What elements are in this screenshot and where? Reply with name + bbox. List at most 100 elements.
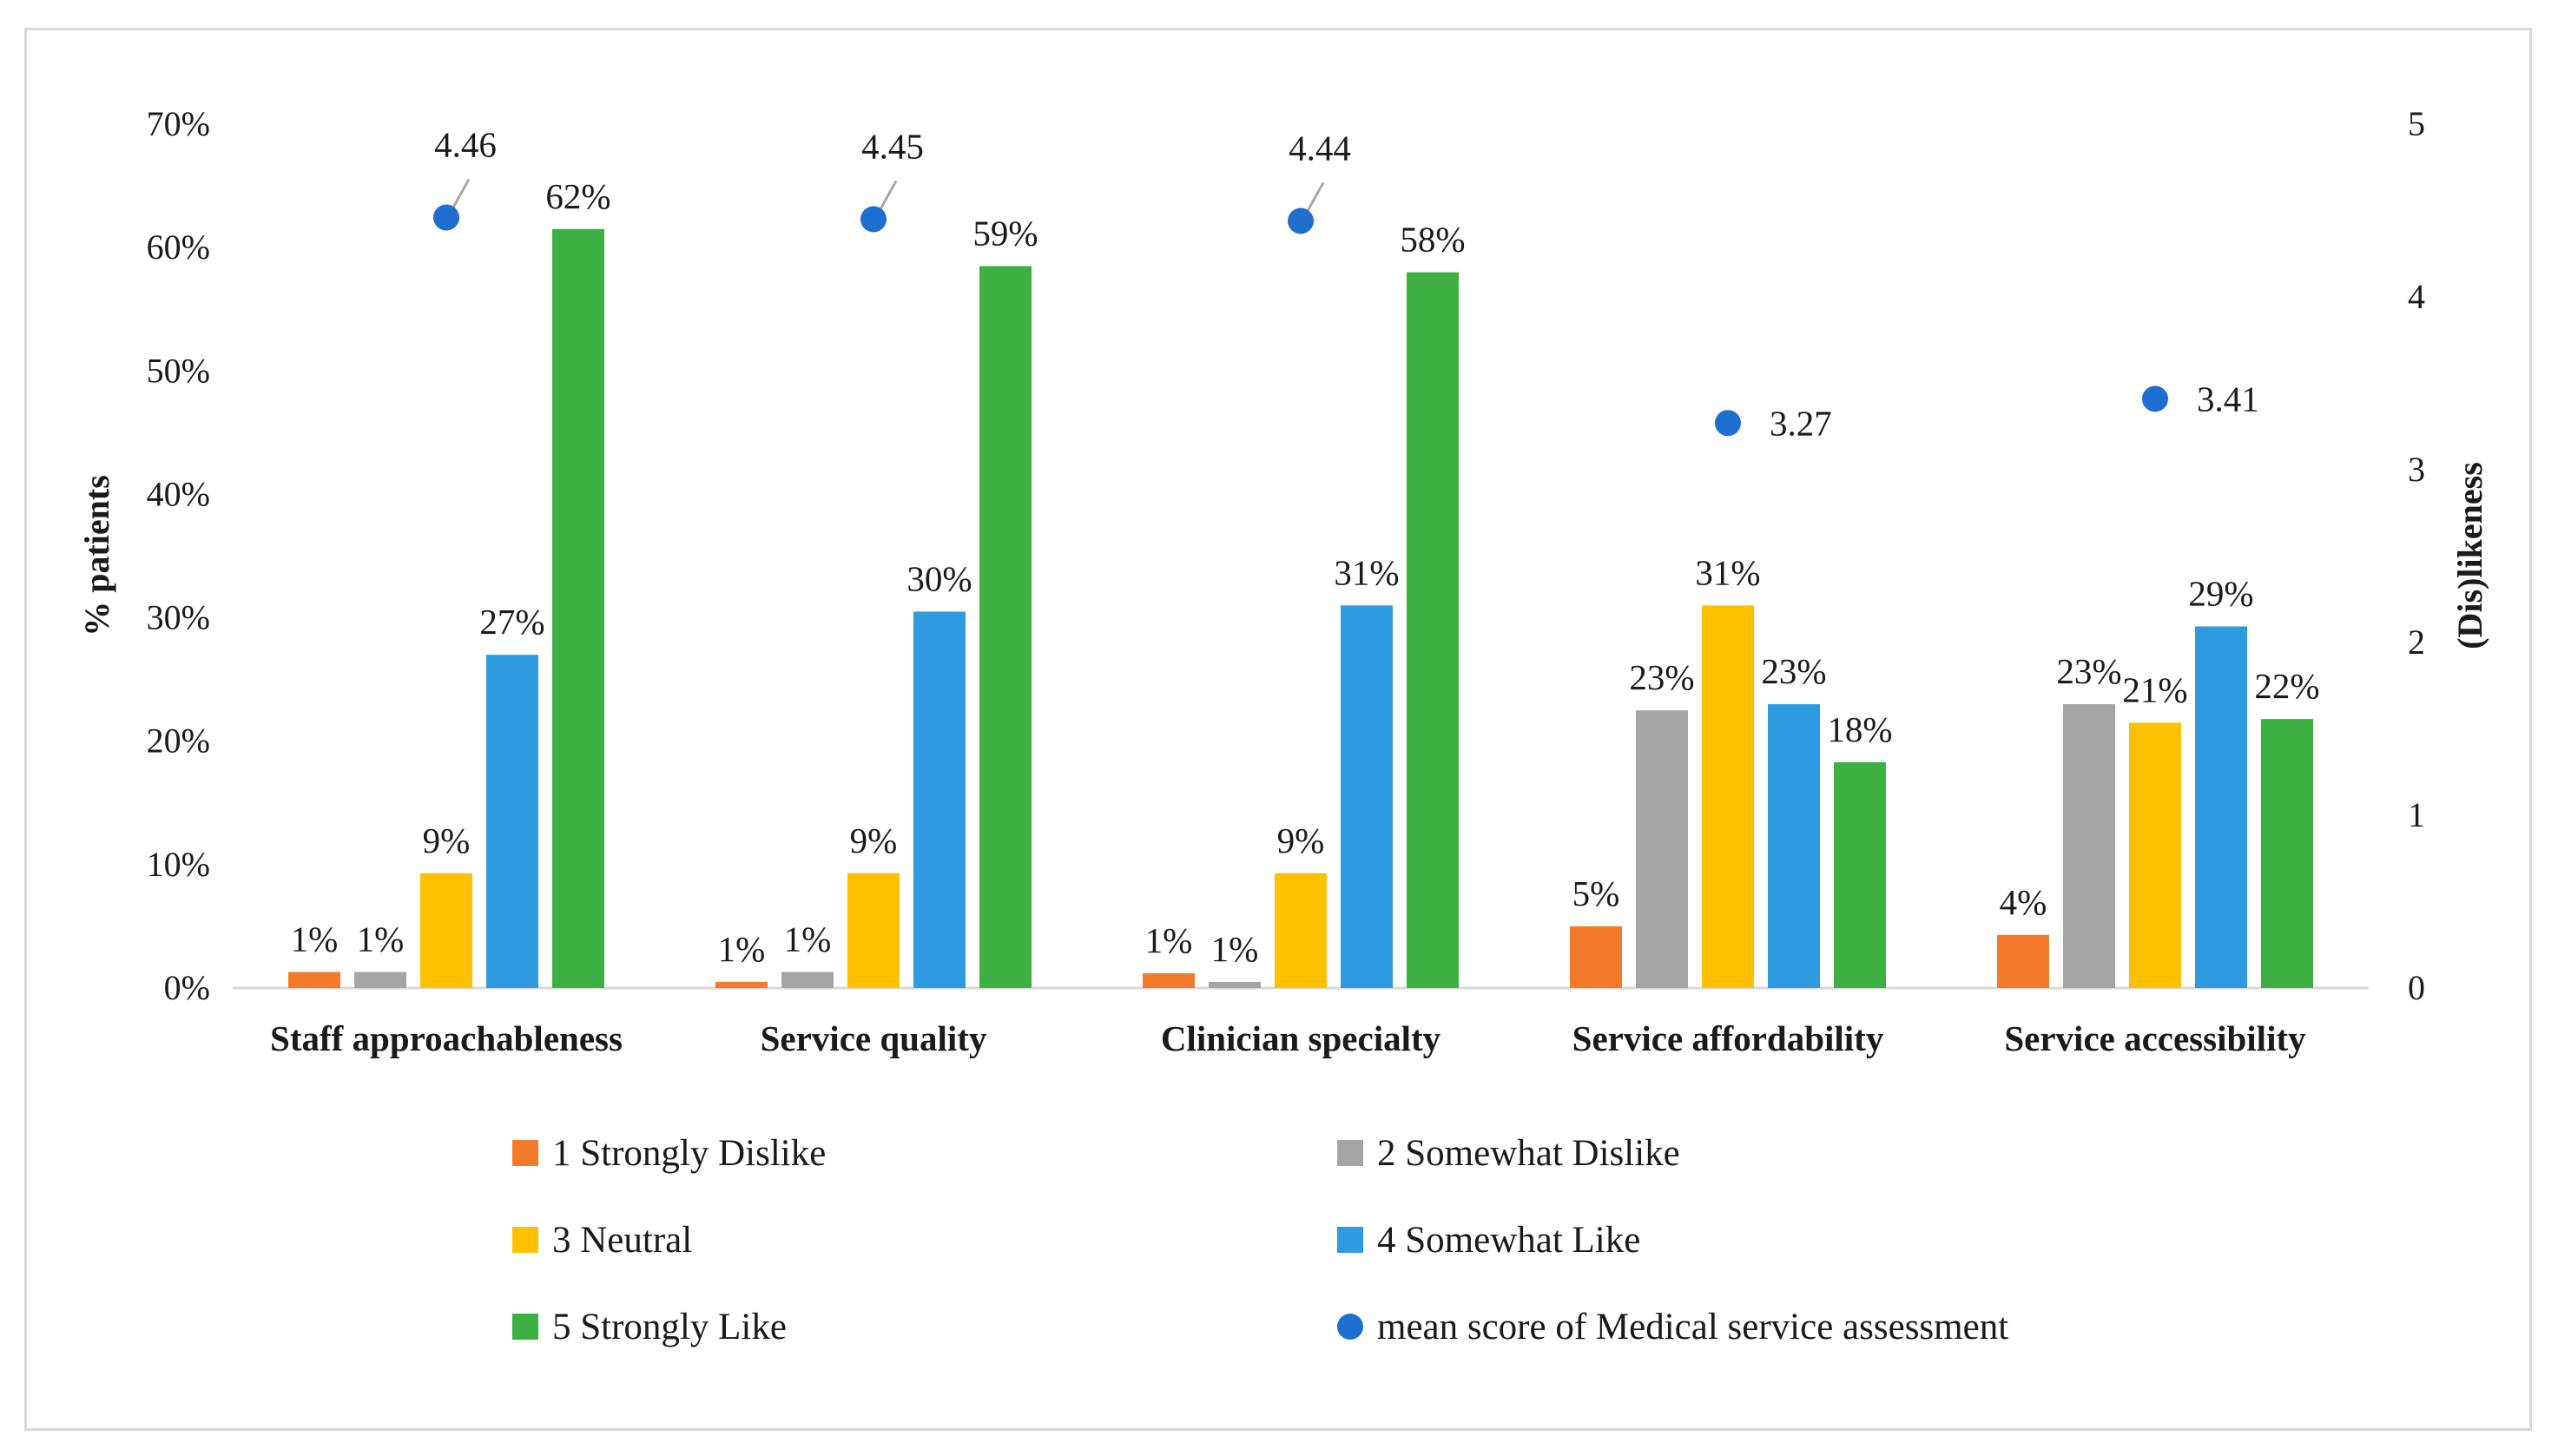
- legend-swatch: [512, 1314, 538, 1340]
- mean-data-label: 4.46: [434, 124, 497, 164]
- bar-data-label: 1%: [1145, 920, 1193, 960]
- bar: [979, 266, 1032, 988]
- bar-data-label: 23%: [1629, 657, 1694, 697]
- bar: [2063, 704, 2115, 988]
- bar: [420, 873, 472, 988]
- bar: [1209, 981, 1261, 988]
- bar-data-label: 1%: [291, 919, 339, 959]
- y-tick-label: 40%: [147, 474, 210, 513]
- y-tick-label: 10%: [147, 845, 210, 884]
- bar: [847, 873, 900, 988]
- mean-point: [2142, 385, 2168, 412]
- y-tick-label: 60%: [147, 227, 210, 267]
- x-category-label: Service quality: [761, 1018, 987, 1058]
- y-tick-label: 70%: [147, 104, 210, 143]
- bar: [1275, 873, 1327, 988]
- bar-data-label: 9%: [423, 820, 471, 860]
- mean-data-label: 4.44: [1289, 128, 1351, 168]
- bar: [1407, 272, 1459, 989]
- legend-swatch: [512, 1227, 538, 1253]
- bar-data-label: 1%: [718, 929, 766, 969]
- bar-data-label: 1%: [1211, 929, 1259, 969]
- y-tick-label: 30%: [147, 598, 210, 637]
- bar: [715, 981, 768, 988]
- legend-swatch: [1337, 1314, 1363, 1340]
- bar: [2195, 626, 2247, 988]
- legend-label: 1 Strongly Dislike: [552, 1133, 826, 1174]
- bar: [1636, 710, 1688, 988]
- bar-data-label: 31%: [1695, 552, 1760, 592]
- bar: [2129, 722, 2181, 988]
- bar: [1570, 926, 1622, 988]
- bar: [2261, 719, 2313, 988]
- bar: [552, 228, 604, 989]
- legend-label: 5 Strongly Like: [552, 1307, 787, 1347]
- bar: [1834, 761, 1886, 988]
- bars: 1% 1% 9% 27% 62% 1% 1% 9% 30% 59% 1% 1% 9% 31% 58% 5% 23…: [288, 176, 2320, 989]
- y2-tick-label: 5: [2408, 104, 2425, 143]
- y2-tick-label: 1: [2408, 795, 2425, 834]
- mean-data-label: 3.41: [2197, 379, 2259, 418]
- legend: 1 Strongly Dislike 2 Somewhat Dislike 3 Ne…: [512, 1133, 2008, 1347]
- y2-tick-label: 0: [2408, 968, 2425, 1007]
- bar: [1702, 605, 1754, 988]
- legend-swatch: [1337, 1140, 1363, 1166]
- bar-data-label: 1%: [357, 919, 405, 959]
- x-category-label: Service accessibility: [2004, 1018, 2306, 1058]
- bar: [1997, 934, 2049, 988]
- bar: [1768, 704, 1820, 988]
- x-category-label: Staff approachableness: [270, 1018, 623, 1058]
- y2-axis-title: (Dis)likeness: [2450, 462, 2489, 649]
- y-tick-label: 20%: [147, 721, 210, 761]
- mean-point: [1288, 208, 1314, 234]
- bar-data-label: 59%: [972, 213, 1038, 253]
- y2-tick-label: 2: [2408, 623, 2425, 662]
- bar: [781, 972, 834, 988]
- y-tick-label: 0%: [164, 968, 210, 1007]
- bar-data-label: 30%: [907, 558, 972, 598]
- legend-label: mean score of Medical service assessment: [1377, 1307, 2008, 1347]
- bar-data-label: 5%: [1572, 873, 1620, 913]
- mean-data-label: 4.45: [861, 126, 924, 166]
- mean-point: [860, 206, 887, 233]
- bar-data-label: 21%: [2122, 669, 2187, 709]
- bar-data-label: 23%: [1761, 651, 1826, 691]
- bar: [1143, 972, 1195, 988]
- y2-tick-label: 3: [2408, 450, 2425, 489]
- y2-tick-label: 4: [2408, 277, 2425, 316]
- x-category-label: Clinician specialty: [1161, 1018, 1441, 1058]
- bar: [1341, 605, 1393, 988]
- bar: [913, 611, 966, 988]
- bar-data-label: 22%: [2254, 666, 2319, 706]
- legend-label: 3 Neutral: [552, 1220, 692, 1261]
- mean-leader-line: [1304, 181, 1325, 215]
- mean-leader-line: [877, 180, 898, 214]
- bar: [354, 972, 406, 988]
- y-axis-title: % patients: [77, 475, 116, 636]
- bar-data-label: 9%: [850, 820, 898, 860]
- bar-data-label: 9%: [1277, 820, 1325, 860]
- legend-label: 2 Somewhat Dislike: [1377, 1133, 1680, 1174]
- bar-data-label: 18%: [1827, 709, 1892, 749]
- legend-swatch: [1337, 1227, 1363, 1253]
- bar-data-label: 62%: [545, 176, 610, 216]
- mean-point: [433, 204, 459, 231]
- legend-label: 4 Somewhat Like: [1377, 1220, 1640, 1261]
- bar-data-label: 27%: [479, 602, 544, 642]
- bar-data-label: 58%: [1400, 220, 1465, 260]
- bar-data-label: 4%: [2000, 882, 2047, 922]
- x-category-label: Service affordability: [1572, 1018, 1884, 1058]
- y-tick-label: 50%: [147, 351, 210, 390]
- bar: [288, 972, 340, 988]
- legend-swatch: [512, 1140, 538, 1166]
- bar: [486, 655, 538, 988]
- bar-data-label: 23%: [2056, 651, 2121, 691]
- bar-data-label: 29%: [2188, 574, 2253, 614]
- mean-point: [1715, 410, 1741, 437]
- mean-data-label: 3.27: [1770, 403, 1832, 443]
- bar-data-label: 31%: [1334, 552, 1399, 592]
- mean-points: 4.46 4.45 4.44 3.27 3.41: [433, 124, 2259, 443]
- mean-leader-line: [450, 178, 471, 212]
- bar-data-label: 1%: [784, 919, 832, 959]
